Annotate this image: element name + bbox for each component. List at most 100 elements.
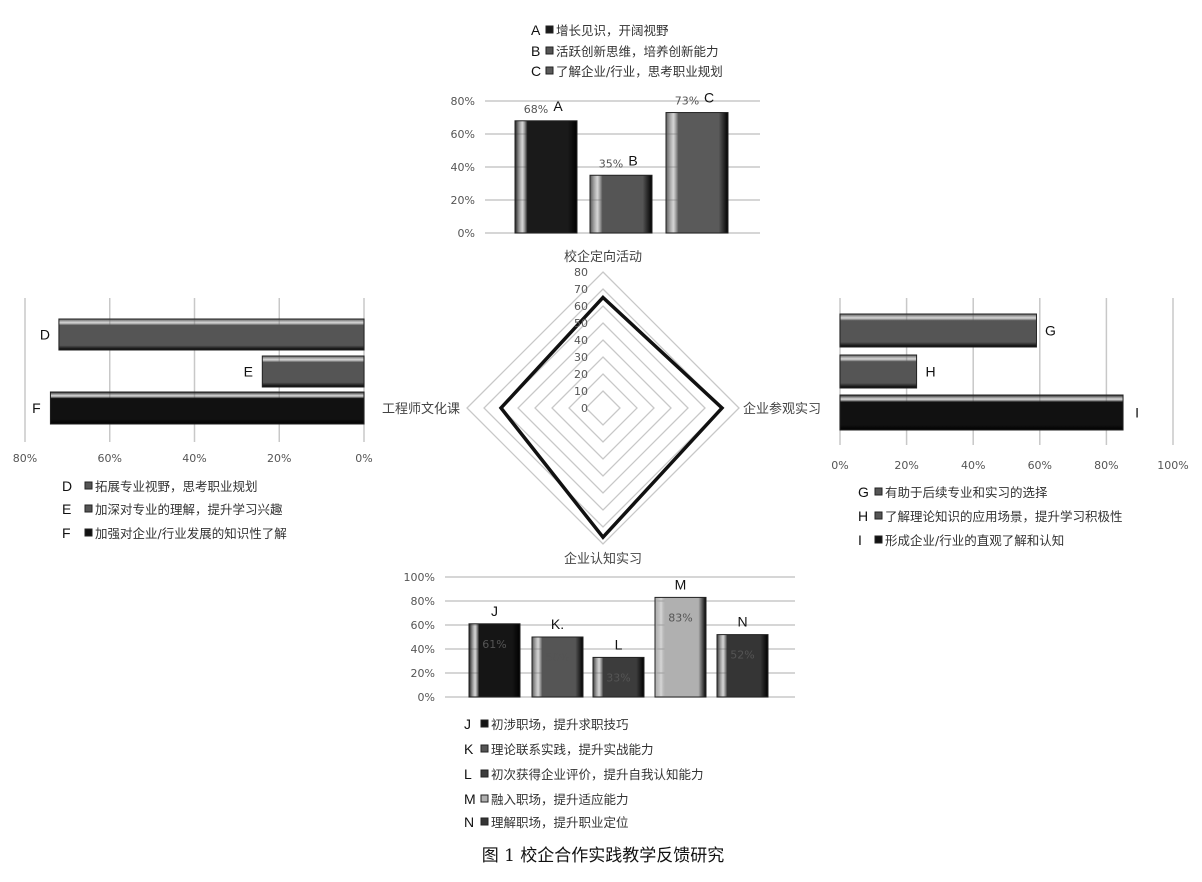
bar-G [839, 313, 1037, 348]
x-tick-label: 100% [1157, 459, 1188, 472]
legend-swatch [545, 46, 554, 55]
data-label: 50% [545, 651, 569, 664]
bar-J [468, 623, 521, 698]
radar-tick-label: 10 [574, 385, 588, 398]
data-label: 68% [524, 103, 548, 116]
bar-letter: N [737, 614, 747, 630]
y-tick-label: 80% [411, 595, 435, 608]
bar-I [839, 394, 1124, 431]
bar-letter: M [675, 576, 687, 592]
y-tick-label: 20% [411, 667, 435, 680]
legend-label: 了解理论知识的应用场景，提升学习积极性 [885, 509, 1123, 524]
legend-letter: N [464, 814, 474, 830]
legend-label: 理论联系实践，提升实战能力 [491, 742, 654, 757]
radar-grid-ring [585, 390, 621, 426]
figure-caption: 图 1 校企合作实践教学反馈研究 [482, 846, 725, 866]
x-tick-label: 80% [1094, 459, 1118, 472]
bar-letter: E [244, 364, 253, 380]
legend-letter: J [464, 716, 471, 732]
radar-grid-ring [517, 322, 689, 494]
x-tick-label: 60% [98, 452, 122, 465]
legend-label: 活跃创新思维，培养创新能力 [556, 44, 719, 59]
radar-grid-ring [551, 356, 655, 460]
data-label: 83% [668, 611, 692, 624]
legend-label: 融入职场，提升适应能力 [491, 792, 629, 807]
bar-letter: F [32, 400, 41, 416]
bar-letter: B [628, 152, 637, 168]
bar-letter: H [926, 364, 936, 380]
radar-axis-label: 校企定向活动 [564, 249, 642, 265]
legend-label: 形成企业/行业的直观了解和认知 [885, 533, 1064, 548]
bar-A [514, 120, 578, 234]
radar-series [498, 295, 725, 540]
legend-letter: M [464, 791, 476, 807]
data-label: 61% [482, 638, 506, 651]
bar-letter: G [1045, 323, 1056, 339]
y-tick-label: 0% [418, 691, 435, 704]
legend-label: 了解企业/行业，思考职业规划 [556, 64, 723, 79]
radar-axis-label: 工程师文化课 [382, 402, 460, 417]
x-tick-label: 0% [831, 459, 848, 472]
legend-swatch [874, 511, 883, 520]
legend-letter: K [464, 741, 474, 757]
bar-L [592, 656, 645, 698]
legend-letter: D [62, 478, 72, 494]
legend-swatch [480, 817, 489, 826]
legend-letter: G [858, 484, 869, 500]
y-tick-label: 0% [458, 227, 475, 240]
x-tick-label: 40% [961, 459, 985, 472]
legend-swatch [84, 528, 93, 537]
radar-axis-label: 企业参观实习 [743, 401, 821, 417]
x-tick-label: 80% [13, 452, 37, 465]
x-tick-label: 20% [894, 459, 918, 472]
bar-letter: J [491, 603, 498, 619]
x-tick-label: 60% [1028, 459, 1052, 472]
legend-swatch [545, 66, 554, 75]
radar-grid-ring [500, 305, 706, 511]
x-tick-label: 0% [355, 452, 372, 465]
bar-letter: C [704, 90, 714, 106]
radar-axis-label: 企业认知实习 [564, 551, 642, 567]
legend-letter: C [531, 63, 541, 79]
legend-label: 初次获得企业评价，提升自我认知能力 [491, 767, 704, 782]
data-label: 35% [599, 157, 623, 170]
legend-label: 增长见识，开阔视野 [556, 23, 669, 38]
bar-letter: D [40, 327, 50, 343]
legend-swatch [874, 487, 883, 496]
bar-letter: K. [551, 616, 564, 632]
legend-swatch [874, 535, 883, 544]
y-tick-label: 60% [411, 619, 435, 632]
radar-tick-label: 20 [574, 368, 588, 381]
legend-label: 理解职场，提升职业定位 [491, 815, 629, 830]
bar-H [839, 354, 918, 389]
bar-M [654, 596, 707, 698]
bar-letter: A [553, 98, 563, 114]
legend-swatch [480, 719, 489, 728]
legend-letter: A [531, 22, 541, 38]
bar-K [531, 636, 584, 698]
x-tick-label: 20% [267, 452, 291, 465]
radar-tick-label: 0 [581, 402, 588, 415]
bar-D [58, 318, 365, 351]
legend-swatch [480, 794, 489, 803]
y-tick-label: 80% [451, 95, 475, 108]
legend-swatch [84, 504, 93, 513]
y-tick-label: 20% [451, 194, 475, 207]
legend-letter: E [62, 501, 71, 517]
data-label: 33% [606, 671, 630, 684]
bar-C [665, 112, 729, 234]
bar-F [49, 391, 365, 425]
bar-letter: L [615, 636, 623, 652]
data-label: 52% [730, 649, 754, 662]
legend-letter: F [62, 525, 71, 541]
radar-tick-label: 50 [574, 317, 588, 330]
radar-tick-label: 80 [574, 266, 588, 279]
y-tick-label: 40% [411, 643, 435, 656]
legend-label: 有助于后续专业和实习的选择 [885, 485, 1048, 500]
bar-letter: I [1135, 405, 1139, 421]
radar-tick-label: 30 [574, 351, 588, 364]
radar-grid-ring [534, 339, 672, 477]
y-tick-label: 100% [404, 571, 435, 584]
legend-label: 加强对企业/行业发展的知识性了解 [95, 526, 287, 541]
